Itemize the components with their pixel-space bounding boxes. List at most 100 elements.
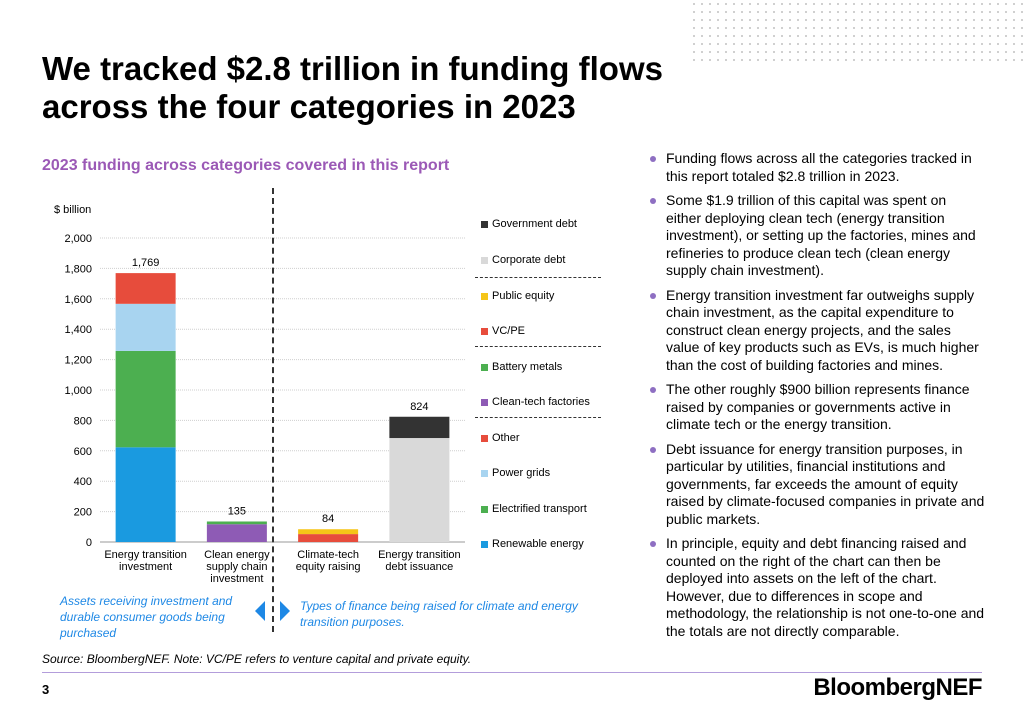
bar-total-label: 824 [410, 401, 428, 413]
bar-segment [115, 447, 176, 542]
legend-label: Public equity [492, 290, 555, 302]
x-tick-label: equity raising [296, 561, 361, 573]
x-tick-label: Energy transition [104, 549, 187, 561]
legend-separator [475, 277, 601, 278]
key-point: Funding flows across all the categories … [650, 150, 985, 185]
legend-label: Electrified transport [492, 503, 587, 515]
page-number: 3 [42, 682, 50, 697]
arrow-right-icon [280, 601, 290, 621]
y-tick-label: 600 [74, 446, 92, 458]
legend-swatch [481, 327, 488, 335]
legend-item-other: Other [481, 432, 520, 444]
y-tick-label: 1,800 [64, 263, 92, 275]
bar-segment [115, 350, 176, 448]
bar-segment [206, 524, 267, 542]
x-tick-label: Climate-tech [297, 549, 359, 561]
key-point: In principle, equity and debt financing … [650, 535, 985, 640]
x-tick-label: investment [210, 573, 263, 585]
legend-item-power-grids: Power grids [481, 467, 550, 479]
x-tick-label: Energy transition [378, 549, 461, 561]
legend-label: Power grids [492, 467, 551, 479]
key-point-text: Some $1.9 trillion of this capital was s… [666, 192, 976, 278]
bar-segment [298, 534, 359, 542]
legend-label: Battery metals [492, 361, 563, 373]
y-tick-label: 2,000 [64, 233, 92, 245]
legend-swatch [481, 469, 488, 477]
bullet-icon [650, 446, 656, 453]
source-note: Source: BloombergNEF. Note: VC/PE refers… [42, 652, 472, 666]
legend-item-corporate-debt: Corporate debt [481, 254, 565, 266]
legend-label: VC/PE [492, 325, 526, 337]
dot-pattern-decoration [690, 0, 1024, 62]
y-tick-label: 400 [74, 476, 92, 488]
note-finance-types: Types of finance being raised for climat… [300, 599, 578, 629]
legend-item-battery-metals: Battery metals [481, 361, 562, 373]
bullet-icon [650, 156, 656, 162]
bar-segment [389, 416, 450, 439]
legend-item-public-equity: Public equity [481, 290, 554, 302]
legend-swatch [481, 540, 488, 548]
legend-swatch [481, 292, 488, 300]
x-tick-label: supply chain [206, 561, 267, 573]
legend-swatch [481, 434, 488, 442]
x-tick-label: Clean energy [204, 549, 270, 561]
legend-item-clean-tech-factories: Clean-tech factories [481, 396, 590, 408]
footer-divider [42, 672, 982, 673]
bar-total-label: 135 [228, 505, 246, 517]
legend-item-renewable-energy: Renewable energy [481, 538, 584, 550]
key-point-text: Debt issuance for energy transition purp… [666, 440, 985, 527]
key-points-list: Funding flows across all the categories … [650, 150, 985, 647]
x-tick-label: debt issuance [385, 561, 453, 573]
category-divider [272, 188, 274, 632]
legend-label: Renewable energy [492, 538, 584, 550]
bar-total-label: 84 [322, 513, 334, 525]
legend-item-vc-pe: VC/PE [481, 325, 525, 337]
legend-item-government-debt: Government debt [481, 218, 577, 230]
page-title: We tracked $2.8 trillion in funding flow… [42, 50, 702, 126]
legend-swatch [481, 363, 488, 371]
key-point-text: In principle, equity and debt financing … [666, 535, 985, 639]
legend-label: Clean-tech factories [492, 396, 590, 408]
key-point: Debt issuance for energy transition purp… [650, 441, 985, 529]
y-tick-label: 1,200 [64, 355, 92, 367]
legend-separator [475, 346, 601, 347]
note-assets: Assets receiving investment and durable … [60, 594, 233, 640]
stacked-bar-chart: 0 200 400 600 800 1,000 1,200 1,400 1,600 1,800 2,… [54, 204, 465, 585]
page-title-line-1: We tracked $2.8 trillion in funding flow… [42, 50, 663, 87]
y-tick-label: 1,000 [64, 385, 92, 397]
bar-segment [389, 438, 450, 542]
y-tick-label: 800 [74, 415, 92, 427]
legend-separator [475, 417, 601, 418]
x-tick-label: investment [119, 561, 172, 573]
legend-label: Government debt [492, 218, 577, 230]
legend-label: Corporate debt [492, 254, 566, 266]
bar-segment [115, 303, 176, 351]
y-tick-label: 0 [86, 537, 92, 549]
legend-swatch [481, 256, 488, 264]
bar-segment [206, 521, 267, 525]
bar-total-label: 1,769 [132, 257, 160, 269]
brand-logo: BloombergNEF [813, 674, 982, 701]
legend-swatch [481, 505, 488, 513]
legend-label: Other [492, 432, 520, 444]
y-tick-label: 200 [74, 507, 92, 519]
bullet-icon [650, 387, 656, 393]
key-point: The other roughly $900 billion represent… [650, 381, 985, 434]
bar-segment [298, 529, 359, 535]
y-axis-label: $ billion [54, 204, 91, 216]
y-tick-label: 1,400 [64, 324, 92, 336]
legend-swatch [481, 220, 488, 228]
bullet-icon [650, 292, 656, 299]
key-point-text: Funding flows across all the categories … [666, 150, 972, 184]
legend-item-electrified-transport: Electrified transport [481, 503, 587, 515]
arrow-left-icon [255, 601, 265, 621]
page-title-line-2: across the four categories in 2023 [42, 88, 576, 125]
bar-segment [115, 273, 176, 304]
key-point-text: The other roughly $900 billion represent… [666, 381, 970, 432]
bullet-icon [650, 541, 656, 547]
bullet-icon [650, 198, 656, 204]
key-point: Energy transition investment far outweig… [650, 287, 985, 375]
y-tick-label: 1,600 [64, 294, 92, 306]
key-point-text: Energy transition investment far outweig… [666, 286, 979, 373]
legend-swatch [481, 398, 488, 406]
